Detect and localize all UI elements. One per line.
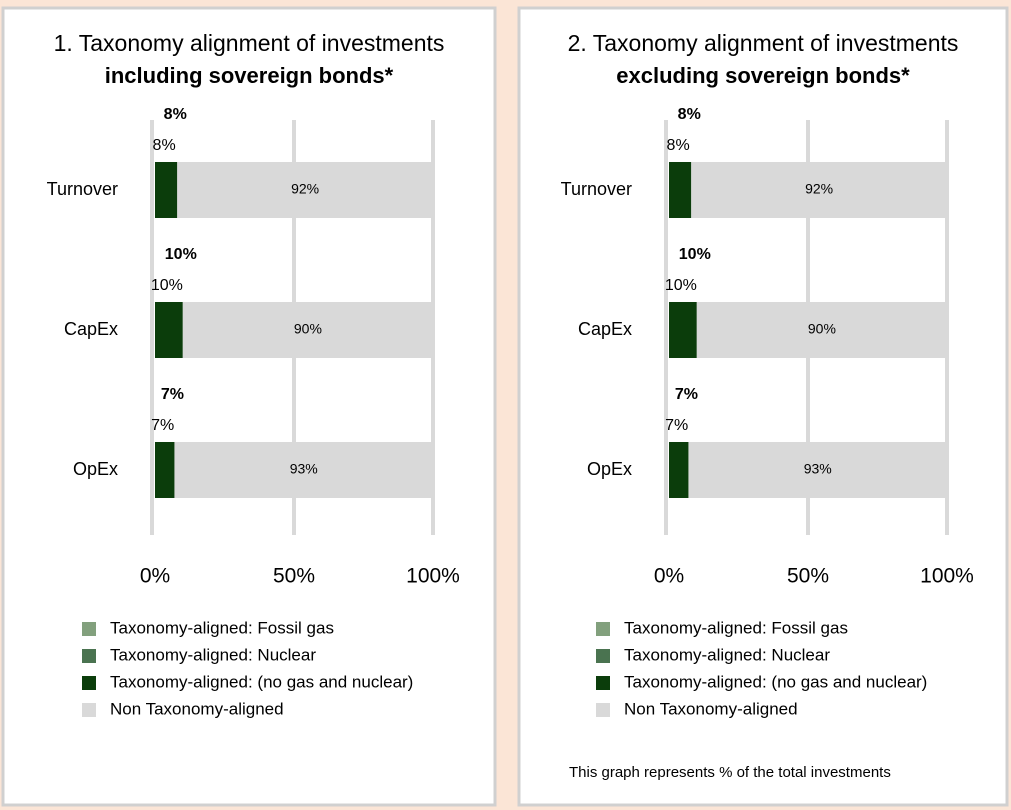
legend-label: Taxonomy-aligned: (no gas and nuclear) <box>624 672 927 691</box>
y-tick-label: Turnover <box>47 179 118 199</box>
x-tick-label: 100% <box>920 565 974 588</box>
x-tick-label: 50% <box>787 565 829 588</box>
legend-label: Non Taxonomy-aligned <box>110 699 284 718</box>
data-label: 8% <box>667 137 690 154</box>
legend-label: Taxonomy-aligned: Nuclear <box>624 645 830 664</box>
bar-segment <box>155 302 183 358</box>
data-label: 8% <box>153 137 176 154</box>
data-label: 92% <box>291 181 319 197</box>
x-tick-label: 0% <box>140 565 170 588</box>
data-label: 10% <box>151 277 183 294</box>
data-label: 92% <box>805 181 833 197</box>
legend-swatch <box>82 676 96 690</box>
legend-label: Taxonomy-aligned: Fossil gas <box>110 618 334 637</box>
data-label: 7% <box>665 417 688 434</box>
total-label: 8% <box>678 106 701 123</box>
data-label: 90% <box>808 321 836 337</box>
y-tick-label: Turnover <box>561 179 632 199</box>
legend-label: Taxonomy-aligned: Nuclear <box>110 645 316 664</box>
bar-segment <box>174 442 433 498</box>
bar-segment <box>155 162 178 218</box>
data-label: 7% <box>151 417 174 434</box>
note: This graph represents % of the total inv… <box>569 764 891 781</box>
x-tick-label: 100% <box>406 565 460 588</box>
legend-label: Taxonomy-aligned: (no gas and nuclear) <box>110 672 413 691</box>
y-tick-label: OpEx <box>73 459 118 479</box>
chart-title: 1. Taxonomy alignment of investments <box>54 30 445 56</box>
bar-segment <box>182 302 433 358</box>
y-tick-label: CapEx <box>64 319 118 339</box>
bar-segment <box>696 302 947 358</box>
bar-segment <box>155 442 175 498</box>
legend-swatch <box>596 649 610 663</box>
chart: 1. Taxonomy alignment of investments incl… <box>47 30 460 718</box>
chart-title: 2. Taxonomy alignment of investments <box>568 30 959 56</box>
legend-swatch <box>596 676 610 690</box>
bar-segment <box>177 162 433 218</box>
x-tick-label: 0% <box>654 565 684 588</box>
legend-swatch <box>596 622 610 636</box>
legend-label: Non Taxonomy-aligned <box>624 699 798 718</box>
bar-segment <box>688 442 947 498</box>
legend-swatch <box>596 703 610 717</box>
total-label: 7% <box>675 386 698 403</box>
legend-label: Taxonomy-aligned: Fossil gas <box>624 618 848 637</box>
legend-swatch <box>82 622 96 636</box>
chart-subtitle: excluding sovereign bonds* <box>616 63 910 88</box>
chart: 2. Taxonomy alignment of investments excl… <box>561 30 974 781</box>
total-label: 8% <box>164 106 187 123</box>
data-label: 90% <box>294 321 322 337</box>
data-label: 93% <box>290 461 318 477</box>
legend-swatch <box>82 649 96 663</box>
total-label: 10% <box>165 246 197 263</box>
y-tick-label: OpEx <box>587 459 632 479</box>
bar-segment <box>669 302 697 358</box>
total-label: 7% <box>161 386 184 403</box>
total-label: 10% <box>679 246 711 263</box>
panel <box>517 6 1009 807</box>
legend-swatch <box>82 703 96 717</box>
data-label: 10% <box>665 277 697 294</box>
bar-segment <box>691 162 947 218</box>
bar-segment <box>669 162 692 218</box>
y-tick-label: CapEx <box>578 319 632 339</box>
bar-segment <box>669 442 689 498</box>
chart-subtitle: including sovereign bonds* <box>105 63 394 88</box>
data-label: 93% <box>804 461 832 477</box>
x-tick-label: 50% <box>273 565 315 588</box>
panel <box>1 6 497 807</box>
